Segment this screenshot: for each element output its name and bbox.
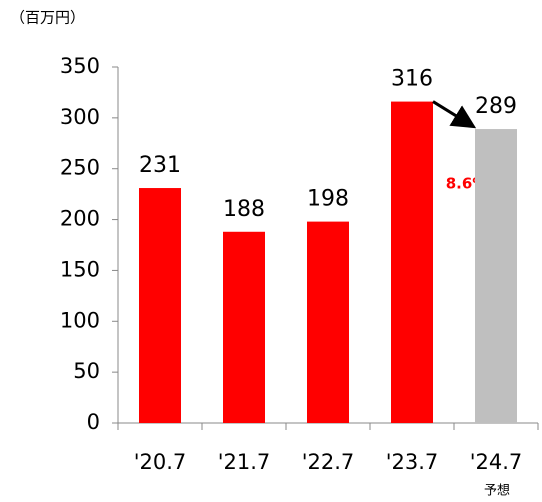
y-tick-label: 100 xyxy=(60,308,100,332)
value-label: 316 xyxy=(391,67,433,92)
x-tick-label: '23.7 xyxy=(386,450,439,474)
y-tick-label: 250 xyxy=(60,156,100,180)
y-tick-label: 50 xyxy=(73,359,100,383)
y-tick-label: 150 xyxy=(60,257,100,281)
y-tick-label: 0 xyxy=(87,410,100,434)
bar xyxy=(475,129,517,423)
y-tick-label: 300 xyxy=(60,105,100,129)
x-tick-label: '20.7 xyxy=(134,450,187,474)
value-label: 188 xyxy=(223,197,265,222)
x-tick-label: '22.7 xyxy=(302,450,355,474)
value-label: 289 xyxy=(475,94,517,119)
y-tick-label: 200 xyxy=(60,207,100,231)
change-arrow xyxy=(432,100,477,129)
value-label: 198 xyxy=(307,187,349,212)
x-tick-label: '24.7 xyxy=(470,450,523,474)
y-tick-label: 350 xyxy=(60,54,100,78)
bar xyxy=(139,188,181,423)
x-tick-label: '21.7 xyxy=(218,450,271,474)
forecast-label: 予想 xyxy=(484,483,510,499)
value-label: 231 xyxy=(139,153,181,178)
bar xyxy=(223,231,265,423)
unit-label: （百万円） xyxy=(10,9,85,27)
bar xyxy=(307,221,349,423)
bar xyxy=(391,101,433,423)
